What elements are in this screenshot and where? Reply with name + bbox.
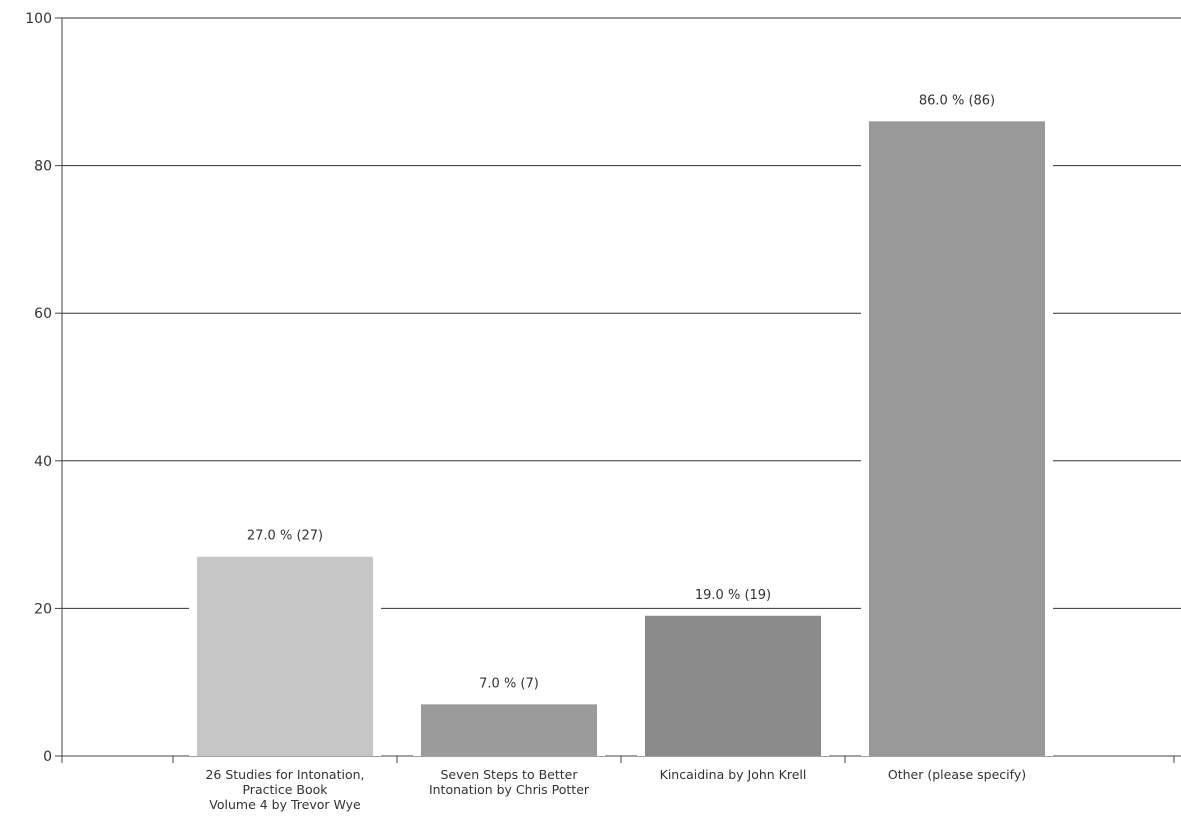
y-tick-label: 40 bbox=[34, 454, 52, 470]
bars bbox=[189, 115, 1053, 756]
x-category-label-line: Intonation by Chris Potter bbox=[429, 782, 590, 797]
bar-value-label: 19.0 % (19) bbox=[695, 588, 771, 603]
bar-value-label: 86.0 % (86) bbox=[919, 93, 995, 108]
bar bbox=[197, 556, 373, 756]
y-tick-labels: 0 20 40 60 80 100 bbox=[25, 11, 62, 765]
bar bbox=[645, 615, 821, 756]
x-category-label-line: Other (please specify) bbox=[888, 767, 1026, 782]
x-category-label-line: Volume 4 by Trevor Wye bbox=[209, 797, 361, 812]
bar-value-label: 27.0 % (27) bbox=[247, 529, 323, 544]
y-tick-label: 20 bbox=[34, 601, 52, 617]
x-category-label-line: Practice Book bbox=[242, 782, 328, 797]
x-category-label: 26 Studies for Intonation, Practice Book V… bbox=[205, 767, 364, 812]
bar bbox=[421, 704, 597, 756]
x-category-label-line: Kincaidina by John Krell bbox=[660, 767, 807, 782]
data-labels: 27.0 % (27) 7.0 % (7) 19.0 % (19) 86.0 % (8… bbox=[247, 93, 995, 691]
x-category-label: Seven Steps to Better Intonation by Chris… bbox=[429, 767, 590, 797]
y-tick-label: 100 bbox=[25, 11, 52, 27]
y-tick-label: 80 bbox=[34, 159, 52, 175]
category-labels: 26 Studies for Intonation, Practice Book V… bbox=[172, 756, 1175, 812]
bar bbox=[869, 121, 1045, 756]
bar-value-label: 7.0 % (7) bbox=[479, 676, 539, 691]
x-category-label: Other (please specify) bbox=[888, 767, 1026, 782]
y-tick-label: 60 bbox=[34, 306, 52, 322]
x-category-label-line: 26 Studies for Intonation, bbox=[205, 767, 364, 782]
x-category-label-line: Seven Steps to Better bbox=[441, 767, 579, 782]
y-tick-label: 0 bbox=[43, 749, 52, 765]
x-category-label: Kincaidina by John Krell bbox=[660, 767, 807, 782]
